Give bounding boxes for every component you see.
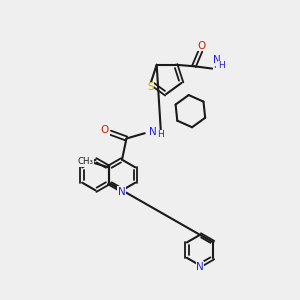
Text: S: S	[147, 82, 154, 92]
Text: N: N	[149, 127, 157, 137]
Text: O: O	[101, 125, 109, 135]
Text: H: H	[214, 61, 220, 70]
Text: CH₃: CH₃	[78, 157, 94, 166]
Text: H: H	[157, 130, 164, 140]
Text: N: N	[213, 55, 221, 65]
Text: H: H	[219, 61, 225, 70]
Text: O: O	[197, 40, 205, 51]
Text: N: N	[196, 262, 204, 272]
Text: N: N	[118, 187, 125, 197]
